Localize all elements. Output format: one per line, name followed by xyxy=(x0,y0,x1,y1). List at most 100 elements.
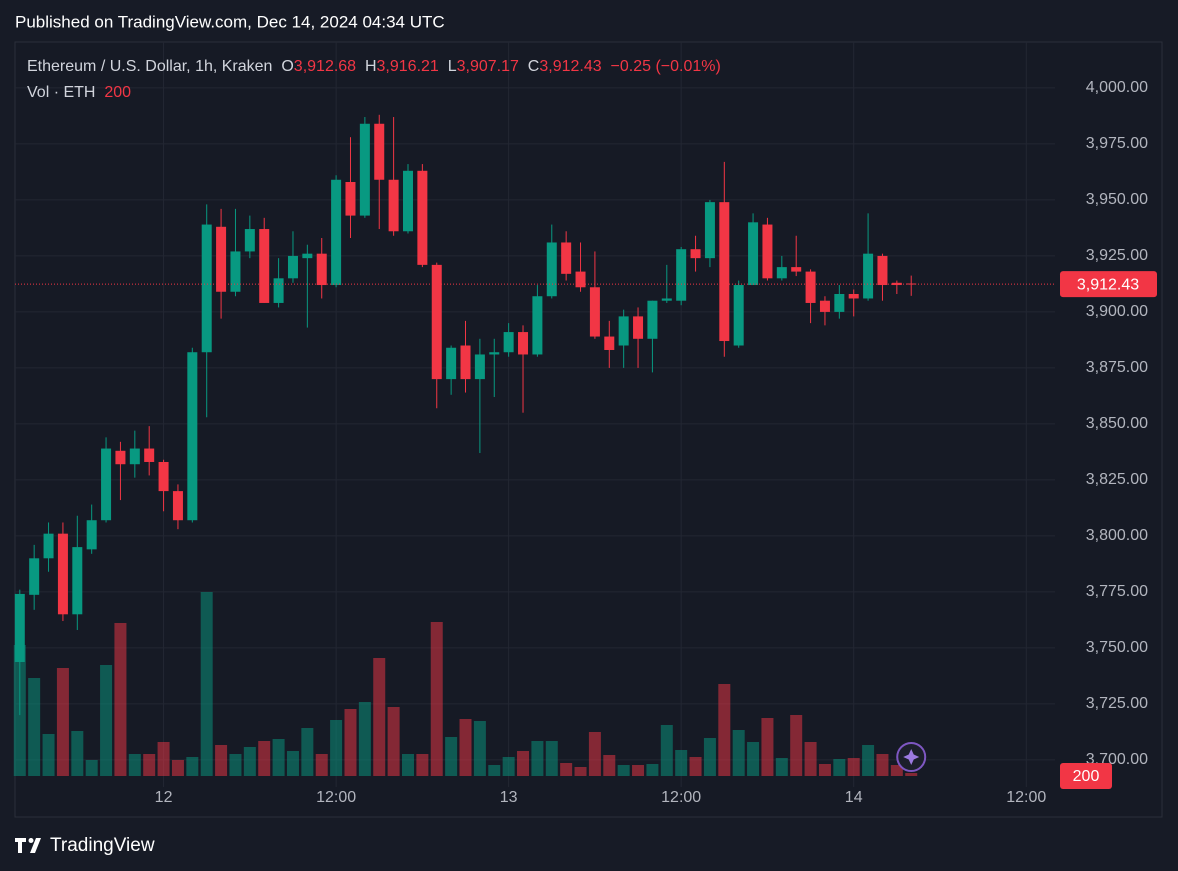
volume-bar xyxy=(617,765,630,776)
candle-body xyxy=(877,255,888,286)
candle-body xyxy=(273,278,284,303)
candle-body xyxy=(446,347,457,380)
volume-bar xyxy=(574,767,587,776)
candle-body xyxy=(345,181,356,216)
candle-body xyxy=(331,179,342,286)
chart-frame xyxy=(14,41,1163,818)
candle-body xyxy=(216,226,227,292)
volume-bar xyxy=(531,741,544,776)
candle-body xyxy=(187,352,198,521)
candle-body xyxy=(676,249,687,301)
candle-body xyxy=(906,283,917,285)
volume-bar xyxy=(200,592,213,776)
candle-body xyxy=(704,202,715,259)
legend-row: Ethereum / U.S. Dollar, 1h, Kraken O3,91… xyxy=(27,54,721,80)
candle-body xyxy=(129,448,140,465)
legend-value: 3,912.43 xyxy=(539,58,602,75)
candle-body xyxy=(575,271,586,288)
legend-key: H xyxy=(364,58,377,75)
candle-body xyxy=(57,533,68,615)
legend-change: −0.25 (−0.01%) xyxy=(610,58,721,75)
price-badge xyxy=(1060,271,1157,298)
volume-bar xyxy=(373,658,386,776)
candle-body xyxy=(834,293,845,312)
volume-bar xyxy=(71,731,84,776)
candle-body xyxy=(618,316,629,346)
legend: Ethereum / U.S. Dollar, 1h, Kraken O3,91… xyxy=(27,54,721,106)
candle-body xyxy=(460,345,471,380)
y-tick-label: 3,900.00 xyxy=(1086,303,1148,320)
y-tick-label: 3,800.00 xyxy=(1086,527,1148,544)
candle-body xyxy=(848,293,859,299)
volume-bar xyxy=(401,754,414,776)
volume-bar xyxy=(833,759,846,776)
volume-bar xyxy=(215,745,228,776)
candle-body xyxy=(230,251,241,292)
candle-body xyxy=(863,253,874,299)
y-tick-label: 3,875.00 xyxy=(1086,359,1148,376)
y-tick-label: 3,750.00 xyxy=(1086,639,1148,656)
volume-bar xyxy=(56,668,69,776)
icon xyxy=(903,749,920,765)
volume-bar xyxy=(430,622,443,776)
x-tick-label: 12:00 xyxy=(316,789,356,806)
candle-body xyxy=(805,271,816,303)
candle-body xyxy=(115,450,126,465)
candle-body xyxy=(302,253,313,259)
candle-body xyxy=(489,352,500,355)
legend-key: O xyxy=(281,58,294,75)
candle-body xyxy=(374,123,385,180)
volume-bar xyxy=(286,751,299,776)
y-tick-label: 3,825.00 xyxy=(1086,471,1148,488)
volume-bar xyxy=(344,709,357,776)
candle-body xyxy=(244,229,255,252)
volume-bar xyxy=(473,721,486,776)
x-tick-label: 12 xyxy=(155,789,173,806)
price-badge-label: 3,912.43 xyxy=(1077,276,1139,293)
legend-value: 3,916.21 xyxy=(376,58,439,75)
legend-value: 3,912.68 xyxy=(293,58,357,75)
volume-bar xyxy=(315,754,328,776)
volume-bar xyxy=(703,738,716,776)
candle-body xyxy=(647,300,658,339)
volume-bar xyxy=(603,755,616,776)
volume-bar xyxy=(804,742,817,776)
volume-bar xyxy=(28,678,41,776)
volume-bar xyxy=(272,739,285,776)
volume-bar xyxy=(488,765,501,776)
candle-body xyxy=(172,491,183,521)
volume-bar xyxy=(775,758,788,776)
volume-bar xyxy=(186,757,199,776)
candles xyxy=(14,114,917,716)
volume-bar xyxy=(330,720,343,776)
candle-body xyxy=(86,520,97,550)
candle-body xyxy=(748,222,759,286)
volume-bar xyxy=(560,763,573,776)
volume-bar xyxy=(85,760,98,776)
volume-badge-label: 200 xyxy=(1073,768,1100,785)
legend-value: 3,907.17 xyxy=(456,58,519,75)
volume-bar xyxy=(114,623,127,776)
y-tick-label: 3,975.00 xyxy=(1086,135,1148,152)
candle-body xyxy=(661,298,672,301)
volume-bar xyxy=(387,707,400,776)
volume-bar xyxy=(675,750,688,776)
candle-body xyxy=(144,448,155,462)
candle-body xyxy=(359,123,370,216)
candle-body xyxy=(633,316,644,339)
x-tick-label: 12:00 xyxy=(661,789,701,806)
y-tick-label: 3,850.00 xyxy=(1086,415,1148,432)
volume-bar xyxy=(545,741,558,776)
candle-body xyxy=(72,547,83,615)
candle-body xyxy=(762,224,773,279)
volume-bar xyxy=(862,745,875,776)
volume-title: Vol · ETH xyxy=(27,84,96,101)
y-tick-label: 3,925.00 xyxy=(1086,247,1148,264)
volume-bar xyxy=(157,742,170,776)
candle-body xyxy=(518,332,529,355)
y-tick-label: 3,775.00 xyxy=(1086,583,1148,600)
volume-bar xyxy=(445,737,458,776)
volume-bar xyxy=(660,725,673,776)
